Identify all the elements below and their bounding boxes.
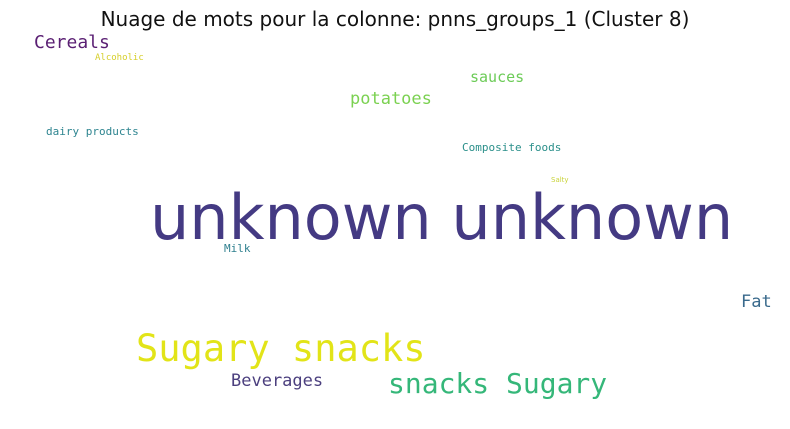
word-sauces: sauces — [470, 68, 525, 86]
word-composite-foods: Composite foods — [462, 141, 562, 154]
word-snacks-sugary: snacks Sugary — [388, 367, 608, 400]
word-cereals: Cereals — [34, 32, 110, 53]
word-fat: Fat — [741, 292, 772, 312]
word-dairy-products: dairy products — [46, 125, 139, 138]
word-beverages: Beverages — [231, 371, 324, 391]
word-alcoholic: Alcoholic — [95, 53, 144, 63]
word-unknown-unknown: unknown unknown — [150, 181, 734, 254]
word-potatoes: potatoes — [350, 89, 432, 109]
word-sugary-snacks: Sugary snacks — [136, 327, 426, 370]
word-milk: Milk — [224, 242, 251, 255]
word-salty: Salty — [551, 176, 569, 184]
chart-title: Nuage de mots pour la colonne: pnns_grou… — [100, 7, 690, 31]
